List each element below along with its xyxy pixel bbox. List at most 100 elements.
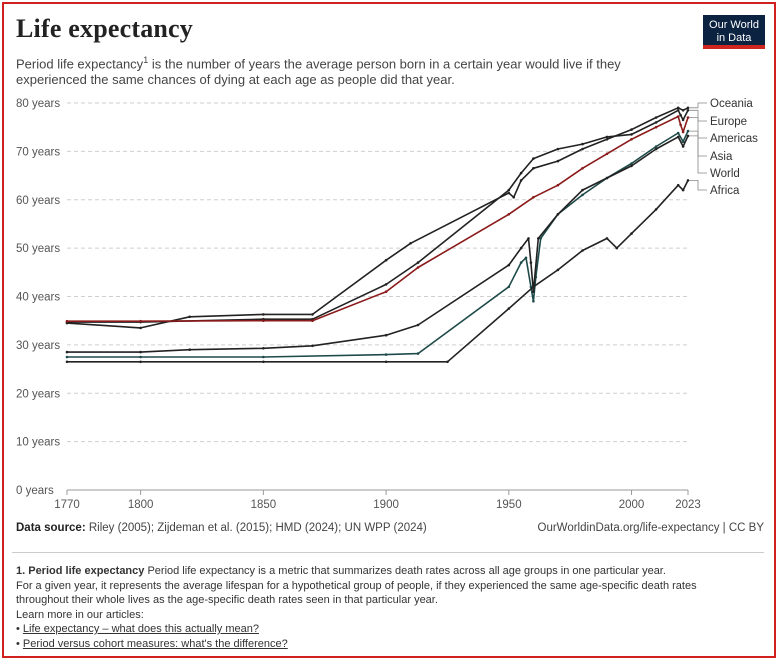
data-point-world (519, 246, 523, 250)
data-point-oceania (654, 116, 658, 119)
data-point-asia (65, 355, 69, 359)
data-point-oceania (262, 313, 265, 316)
data-point-americas (679, 123, 682, 127)
data-point-europe (384, 283, 388, 286)
data-point-world (581, 188, 584, 192)
data-point-world (507, 263, 511, 267)
y-tick-label: 20 years (16, 388, 60, 400)
data-point-asia (581, 193, 584, 197)
data-point-asia (139, 355, 142, 359)
footnote-section: 1. Period life expectancy Period life ex… (16, 564, 760, 651)
article-link-item: • Life expectancy – what does this actua… (16, 623, 259, 635)
x-tick-label: 2023 (675, 499, 701, 511)
data-point-oceania (581, 147, 584, 151)
data-point-africa (605, 237, 609, 240)
data-point-oceania (686, 106, 690, 110)
data-point-americas (139, 319, 142, 323)
y-tick-label: 60 years (16, 195, 60, 207)
data-point-africa (681, 188, 685, 192)
legend-connector (689, 135, 707, 174)
y-axis-ticks: 0 years 10 years 20 years 30 years 40 years 5… (16, 98, 60, 497)
data-point-americas (605, 152, 609, 156)
data-point-africa (615, 246, 619, 250)
legend-label-asia[interactable]: Asia (710, 151, 733, 163)
source-url[interactable]: OurWorldinData.org/life-expectancy | CC … (537, 522, 764, 534)
x-tick-label: 1850 (251, 499, 277, 511)
source-label: Data source: (16, 522, 86, 534)
data-point-asia (507, 285, 511, 289)
data-source: Data source: Riley (2005); Zijdeman et a… (16, 522, 427, 534)
data-point-americas (676, 115, 680, 118)
legend-label-oceania[interactable]: Oceania (710, 98, 753, 110)
x-tick-label: 2000 (619, 499, 645, 511)
data-point-europe (630, 133, 633, 136)
footer-divider (12, 552, 764, 553)
chart-title: Life expectancy (16, 14, 194, 43)
data-point-asia (262, 355, 265, 359)
owid-logo[interactable]: Our World in Data (703, 15, 765, 49)
data-point-world (262, 347, 265, 350)
data-point-americas (384, 290, 388, 293)
series-line-americas[interactable] (67, 115, 689, 322)
data-point-africa (676, 183, 680, 187)
data-point-world (139, 350, 142, 354)
data-point-africa (556, 268, 560, 272)
legend-label-americas[interactable]: Americas (710, 133, 758, 145)
data-point-world (676, 135, 680, 139)
x-tick-label: 1950 (496, 499, 522, 511)
article-link-period-cohort[interactable]: Period versus cohort measures: what's th… (22, 637, 288, 650)
data-point-oceania (630, 128, 633, 131)
data-point-oceania (532, 167, 535, 170)
series-line-europe[interactable] (67, 109, 689, 323)
note-line-1: 1. Period life expectancy Period life ex… (16, 564, 760, 579)
legend-label-europe[interactable]: Europe (710, 116, 747, 128)
legend-connector (689, 180, 707, 191)
data-point-europe (581, 142, 584, 146)
data-point-americas (507, 213, 511, 216)
data-point-world (686, 134, 690, 138)
data-point-americas (630, 138, 633, 141)
data-point-world (681, 145, 685, 148)
data-point-europe (416, 261, 420, 264)
data-point-africa (654, 208, 658, 211)
data-point-europe (556, 147, 560, 151)
series-lines (65, 106, 690, 364)
data-point-oceania (139, 326, 142, 330)
data-point-africa (532, 285, 535, 289)
data-point-europe (676, 109, 680, 112)
data-point-world (384, 333, 388, 337)
logo-line-1: Our World (709, 19, 759, 31)
data-point-world (630, 164, 633, 168)
article-link-life-expectancy[interactable]: Life expectancy – what does this actuall… (22, 623, 259, 635)
data-point-europe (605, 135, 609, 139)
data-point-americas (532, 196, 535, 199)
data-point-europe (654, 121, 658, 124)
data-point-americas (686, 116, 690, 119)
data-point-africa (262, 360, 265, 364)
x-axis: 1770 1800 1850 1900 1950 2000 2023 (54, 489, 701, 511)
data-point-world (654, 147, 658, 151)
legend-label-world[interactable]: World (710, 168, 740, 180)
legend-label-africa[interactable]: Africa (710, 185, 740, 197)
data-point-europe (507, 188, 511, 192)
series-line-asia[interactable] (67, 130, 689, 358)
data-point-americas (681, 130, 685, 134)
logo-line-2: in Data (716, 32, 752, 44)
data-point-oceania (507, 191, 511, 195)
note-line-3: throughout their whole lives as the age-… (16, 594, 438, 606)
note-line-2: For a given year, it represents the aver… (16, 579, 697, 592)
data-point-europe (686, 109, 690, 112)
data-point-oceania (409, 242, 412, 245)
y-tick-label: 70 years (16, 146, 60, 158)
data-point-world (529, 261, 533, 264)
series-line-africa[interactable] (67, 180, 689, 363)
legend-connector (689, 109, 707, 122)
data-point-africa (507, 307, 511, 310)
note-line-4: Learn more in our articles: (16, 608, 144, 621)
data-point-europe (681, 118, 685, 122)
footnote-marker: 1 (143, 55, 149, 65)
y-tick-label: 30 years (16, 340, 60, 352)
data-point-oceania (311, 313, 314, 316)
y-tick-label: 0 years (16, 485, 54, 497)
data-point-world (188, 348, 191, 352)
